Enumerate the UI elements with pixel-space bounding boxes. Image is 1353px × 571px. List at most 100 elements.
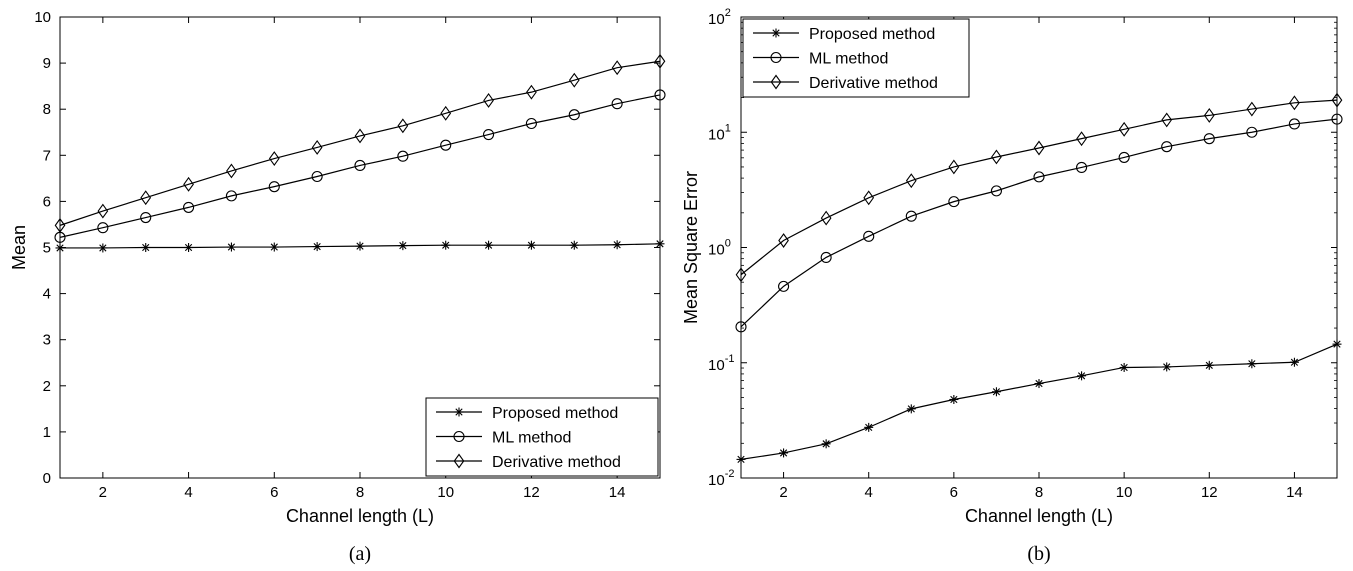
- y-tick-label: 10: [34, 9, 51, 26]
- legend-label: Derivative method: [492, 454, 621, 471]
- y-tick-label: 5: [43, 240, 51, 257]
- data-point: [183, 176, 194, 192]
- data-point: [1332, 339, 1342, 349]
- data-point: [1246, 101, 1258, 117]
- data-point: [1289, 357, 1299, 367]
- data-point: [484, 240, 494, 250]
- series-line: [740, 118, 1338, 328]
- x-tick-label: 14: [609, 484, 626, 501]
- x-tick-label: 10: [437, 484, 454, 501]
- x-tick-label: 10: [1116, 484, 1133, 501]
- data-point: [269, 242, 279, 252]
- data-point: [441, 240, 451, 250]
- data-point: [820, 251, 832, 263]
- legend-box: [425, 397, 659, 477]
- data-point: [354, 128, 366, 144]
- data-point: [140, 190, 152, 206]
- legend-marker: [454, 407, 464, 417]
- data-point: [1204, 360, 1214, 370]
- data-point: [1203, 133, 1215, 145]
- data-point: [1247, 359, 1257, 369]
- x-axis-label: Channel length (L): [965, 506, 1113, 526]
- data-point: [225, 190, 237, 202]
- y-axis-label: Mean: [9, 225, 29, 270]
- data-point: [949, 394, 959, 404]
- legend: Proposed method ML method Derivative metho…: [425, 397, 659, 477]
- data-point: [612, 240, 622, 250]
- x-tick-label: 8: [356, 484, 364, 501]
- data-point: [97, 222, 109, 234]
- legend-marker: [771, 28, 781, 38]
- data-point: [906, 404, 916, 414]
- data-point: [1118, 151, 1130, 163]
- data-point: [864, 422, 874, 432]
- data-point: [526, 240, 536, 250]
- legend-label: ML method: [809, 51, 888, 68]
- legend-label: ML method: [492, 430, 571, 447]
- data-point: [948, 196, 960, 208]
- x-tick-label: 12: [1201, 484, 1218, 501]
- data-point: [1077, 371, 1087, 381]
- data-point: [398, 241, 408, 251]
- data-point: [611, 98, 623, 110]
- data-point: [97, 203, 109, 219]
- data-point: [863, 230, 875, 242]
- legend-item: ML method: [436, 430, 571, 447]
- series-proposed-method: [736, 339, 1342, 464]
- data-point: [268, 151, 280, 166]
- data-point: [1076, 131, 1087, 147]
- data-point: [1033, 171, 1045, 183]
- series-line: [59, 60, 661, 226]
- legend-item: Proposed method: [753, 26, 935, 43]
- x-tick-label: 8: [1035, 484, 1043, 501]
- data-point: [354, 159, 366, 171]
- data-point: [98, 243, 108, 253]
- x-tick-label: 2: [779, 484, 787, 501]
- data-point: [1288, 118, 1300, 130]
- data-point: [568, 109, 580, 121]
- y-tick-label: 8: [43, 101, 51, 118]
- legend-marker: [453, 453, 465, 469]
- y-tick-label: 102: [708, 7, 731, 28]
- x-tick-label: 6: [270, 484, 278, 501]
- data-point: [184, 243, 194, 252]
- y-tick-label: 1: [43, 424, 51, 441]
- y-tick-label: 101: [708, 122, 731, 143]
- data-point: [905, 210, 917, 222]
- data-point: [1161, 141, 1173, 153]
- figure-caption: (b): [1027, 543, 1050, 565]
- data-point: [440, 139, 452, 151]
- y-tick-label: 10-2: [708, 468, 734, 489]
- chart-b-mean-square-error: 2 4 6 8 10 12 14 10-2 10-1 100 101 102 Channel lengt…: [681, 7, 1343, 565]
- y-tick-label: 6: [43, 193, 51, 210]
- series-line: [740, 99, 1338, 276]
- data-point: [948, 159, 960, 175]
- data-point: [1034, 379, 1044, 389]
- legend-label: Proposed method: [492, 405, 618, 422]
- data-point: [226, 163, 237, 179]
- x-tick-label: 4: [184, 484, 192, 501]
- data-point: [654, 53, 666, 69]
- data-point: [735, 267, 747, 283]
- data-point: [905, 173, 917, 189]
- x-tick-label: 14: [1286, 484, 1303, 501]
- data-point: [863, 190, 875, 206]
- data-point: [226, 242, 236, 252]
- x-axis-label: Channel length (L): [286, 506, 434, 526]
- legend-marker: [453, 430, 465, 443]
- legend-label: Derivative method: [809, 75, 938, 92]
- y-tick-label: 7: [43, 147, 51, 164]
- data-point: [397, 118, 409, 134]
- legend-label: Proposed method: [809, 26, 935, 43]
- data-point: [736, 454, 746, 464]
- data-point: [355, 241, 365, 251]
- data-point: [483, 92, 494, 108]
- x-tick-label: 2: [99, 484, 107, 501]
- series-ml-method: [735, 113, 1343, 333]
- y-tick-label: 3: [43, 332, 51, 349]
- data-point: [735, 321, 747, 333]
- legend-item: Proposed method: [436, 405, 618, 422]
- x-tick-label: 6: [950, 484, 958, 501]
